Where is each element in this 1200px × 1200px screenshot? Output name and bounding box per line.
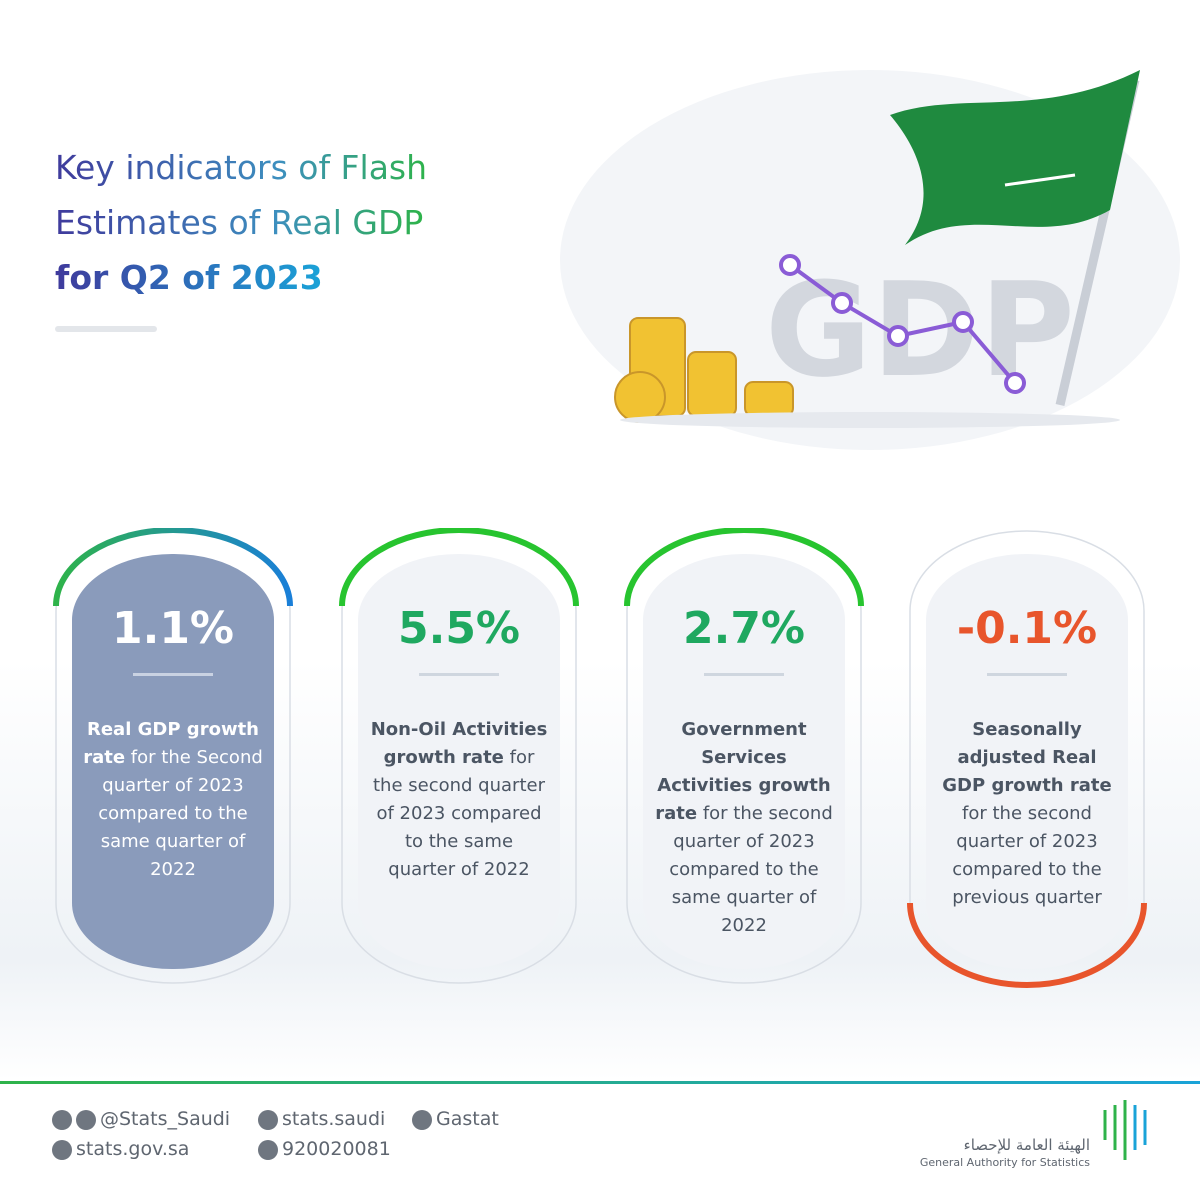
indicator-value: -0.1% xyxy=(956,603,1098,654)
separator xyxy=(704,673,784,676)
title-line: for Q2 of 2023 xyxy=(55,250,323,305)
description-text: for the second quarter of 2023 compared … xyxy=(952,803,1102,908)
description-bold: Seasonally adjusted Real GDP growth rate xyxy=(942,719,1112,796)
separator xyxy=(133,673,213,676)
illustration: GDP xyxy=(560,70,1180,450)
card-frame xyxy=(624,528,864,984)
facebook: stats.saudi xyxy=(258,1108,385,1130)
description-text: for the second quarter of 2023 compared … xyxy=(373,747,545,880)
indicator-description: Government Services Activities growth ra… xyxy=(654,716,834,940)
description-text: for the second quarter of 2023 compared … xyxy=(669,803,833,936)
twitter-text: @Stats_Saudi xyxy=(100,1108,231,1130)
indicator-description: Seasonally adjusted Real GDP growth rate… xyxy=(937,716,1117,912)
indicator-card: -0.1% Seasonally adjusted Real GDP growth… xyxy=(907,528,1147,988)
description-bold: Non-Oil Activities growth rate xyxy=(370,719,548,768)
indicator-card: 5.5% Non-Oil Activities growth rate for t… xyxy=(339,528,579,988)
indicator-value: 1.1% xyxy=(111,603,235,654)
card-frame xyxy=(907,530,1147,988)
org-arabic: الهيئة العامة للإحصاء xyxy=(963,1136,1090,1154)
phone: 920020081 xyxy=(258,1138,391,1160)
title-line: Key indicators of Flash xyxy=(55,140,427,195)
indicator-card: 2.7% Government Services Activities growt… xyxy=(624,528,864,988)
twitter: @Stats_Saudi xyxy=(52,1108,230,1130)
description-bold: Government Services Activities growth ra… xyxy=(655,719,831,824)
indicator-value: 5.5% xyxy=(397,603,521,654)
facebook-text: stats.saudi xyxy=(282,1108,386,1130)
website-text: stats.gov.sa xyxy=(76,1138,190,1160)
description-text: for the Second quarter of 2023 compared … xyxy=(98,747,263,880)
org-logo xyxy=(1103,1100,1147,1160)
org-english: General Authority for Statistics xyxy=(919,1156,1090,1169)
linkedin-text: Gastat xyxy=(436,1108,499,1130)
indicator-description: Non-Oil Activities growth rate for the s… xyxy=(369,716,549,884)
separator xyxy=(987,673,1067,676)
title-underline xyxy=(55,326,157,332)
linkedin: Gastat xyxy=(412,1108,499,1130)
footer-rule xyxy=(0,1081,1200,1084)
indicator-value: 2.7% xyxy=(682,603,806,654)
card-frame xyxy=(339,528,579,984)
indicator-description: Real GDP growth rate for the Second quar… xyxy=(83,716,263,884)
phone-text: 920020081 xyxy=(282,1138,391,1160)
title: Key indicators of Flash Estimates of Rea… xyxy=(55,140,427,305)
card-frame xyxy=(53,528,293,984)
website: stats.gov.sa xyxy=(52,1138,189,1160)
title-line: Estimates of Real GDP xyxy=(55,195,423,250)
indicator-card: 1.1% Real GDP growth rate for the Second … xyxy=(53,528,293,988)
separator xyxy=(419,673,499,676)
description-bold: Real GDP growth rate xyxy=(83,719,259,768)
